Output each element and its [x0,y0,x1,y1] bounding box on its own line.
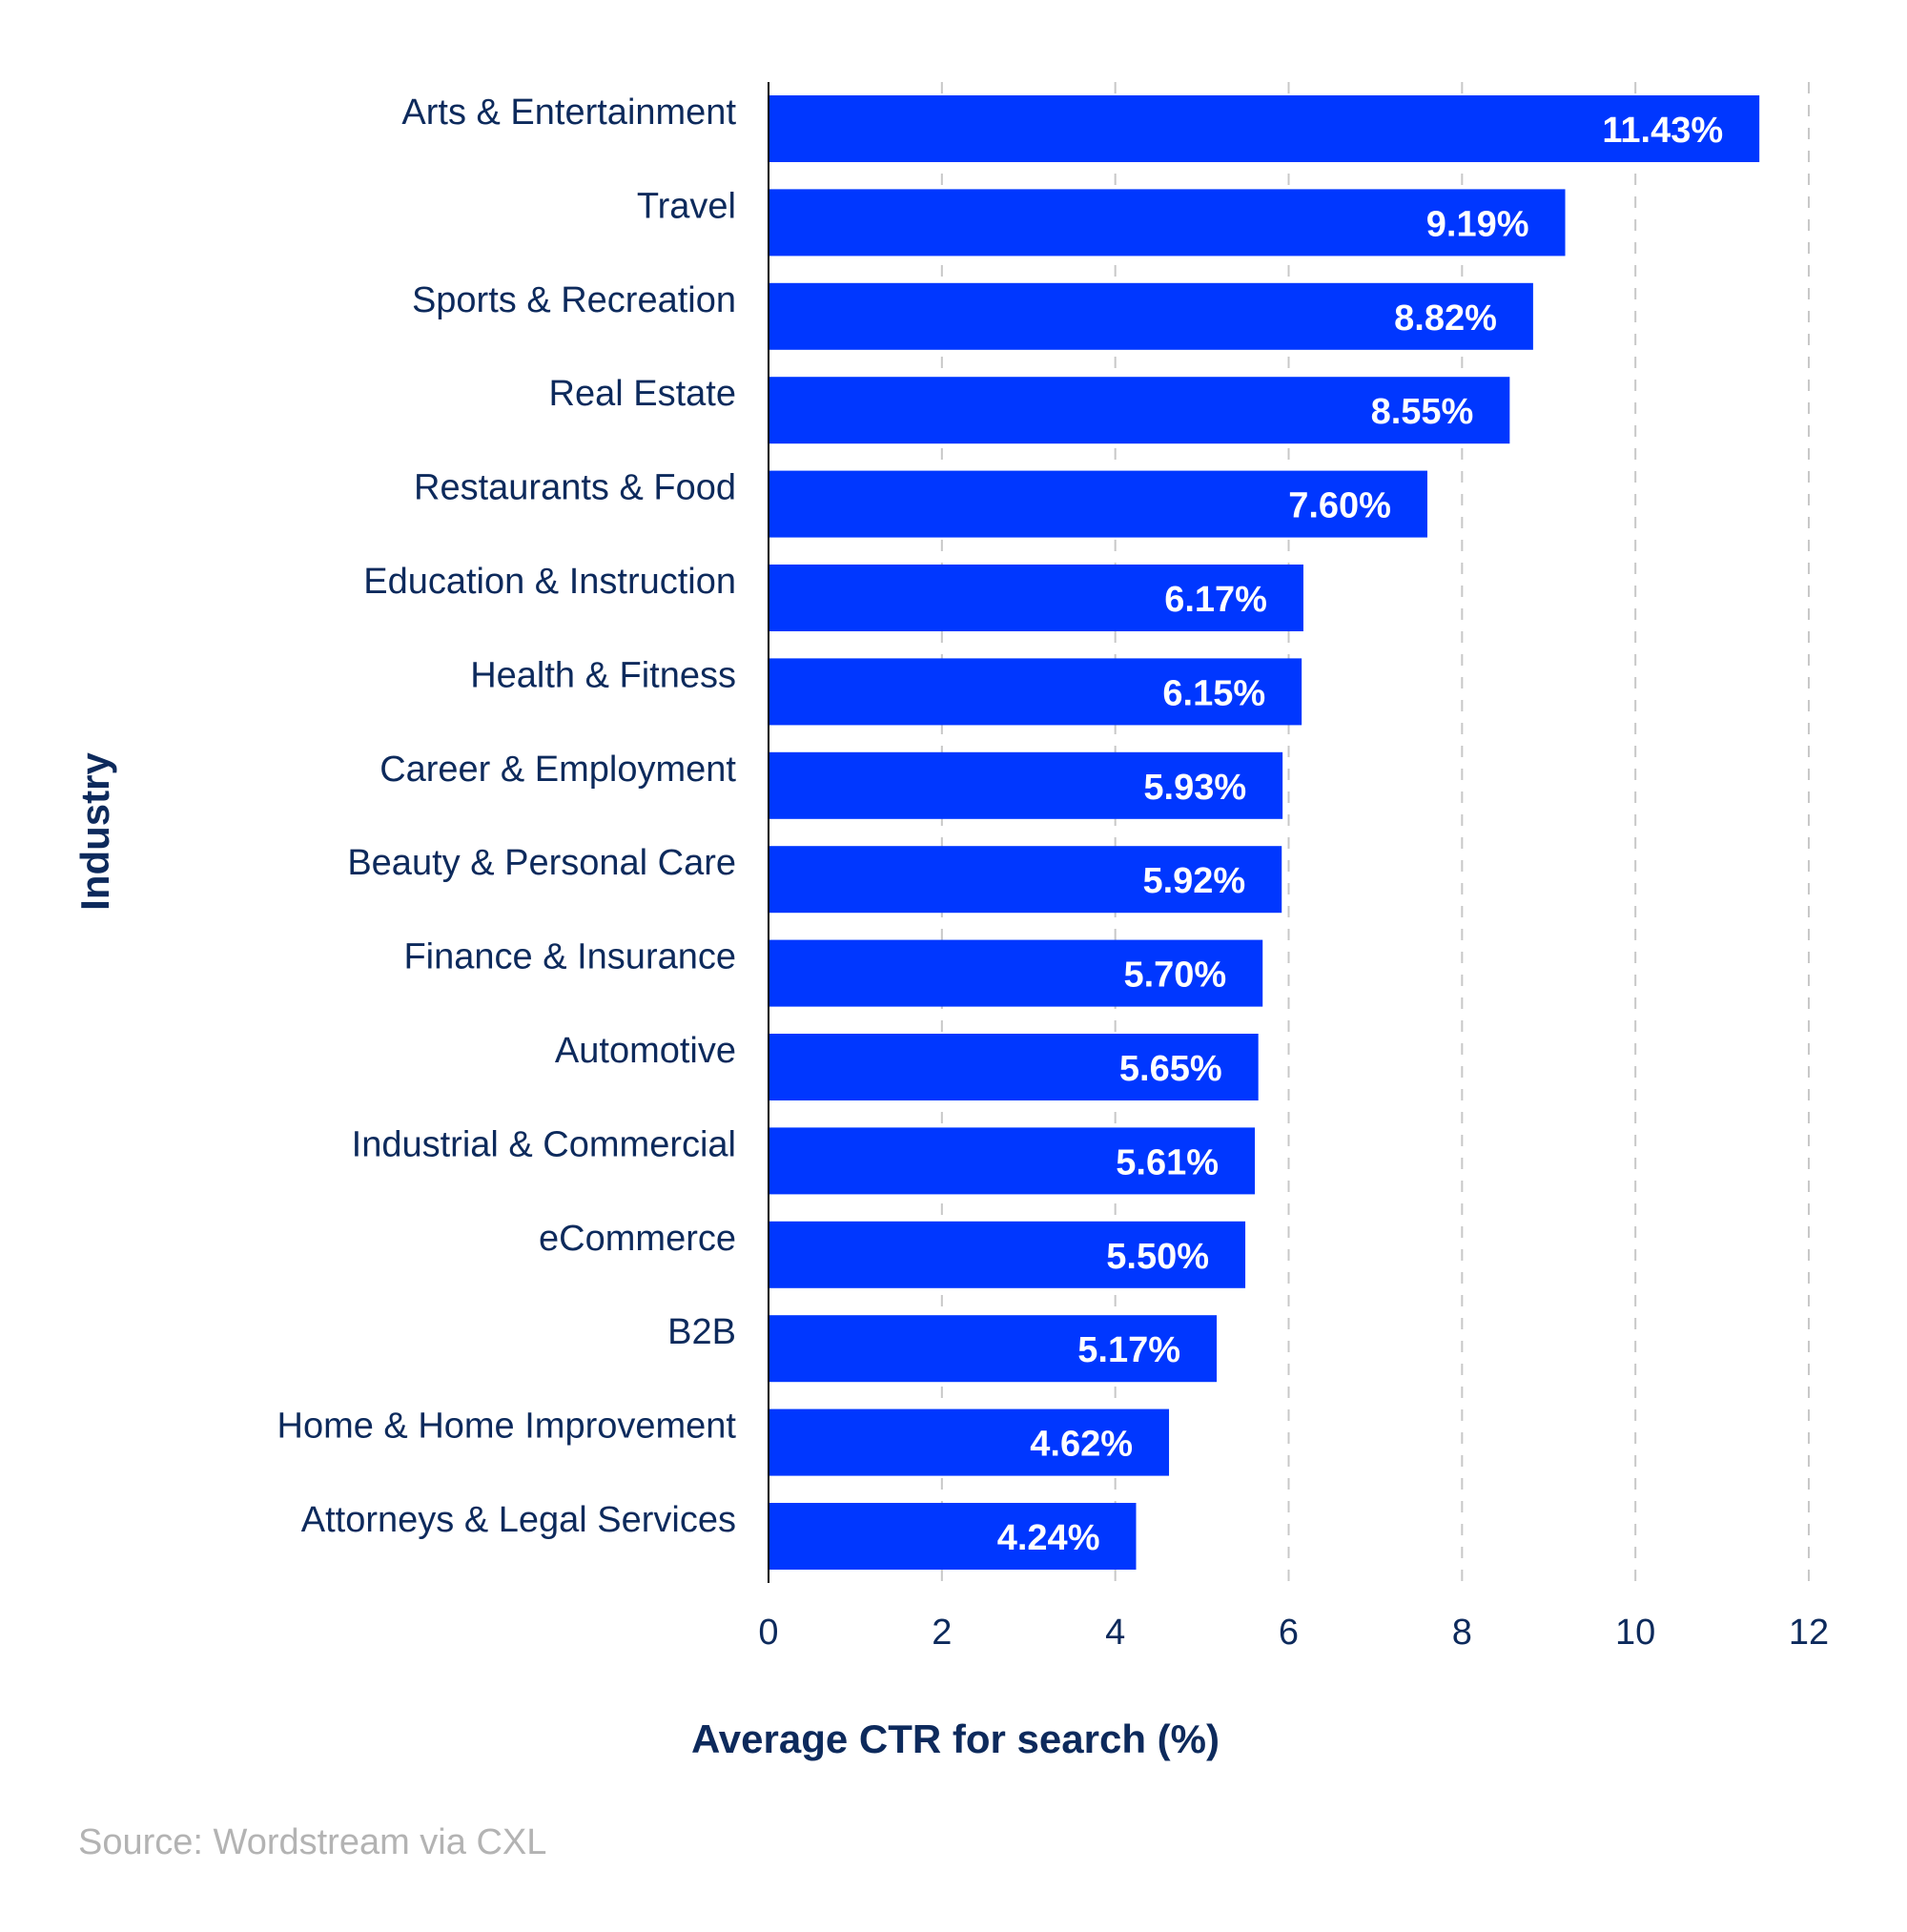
value-label: 5.70% [1123,956,1226,996]
value-label: 5.65% [1119,1049,1222,1089]
bar [769,282,1533,350]
value-label: 4.24% [997,1518,1100,1558]
value-label: 6.15% [1162,673,1265,713]
x-tick-label: 12 [1789,1613,1829,1653]
bar [769,565,1303,631]
bar [769,377,1510,444]
category-label: Industrial & Commercial [352,1124,736,1164]
bar [769,751,1283,819]
bar [769,1503,1137,1570]
category-label: Automotive [555,1031,736,1071]
x-tick-label: 0 [758,1613,778,1653]
bar [769,1221,1246,1288]
value-label: 5.93% [1143,768,1246,808]
value-label: 5.92% [1142,861,1245,901]
bar [769,95,1760,162]
value-label: 6.17% [1164,580,1267,620]
bar [769,1408,1170,1476]
category-label: Health & Fitness [470,655,736,695]
bar [769,189,1566,257]
bar [769,658,1302,726]
bar [769,939,1263,1007]
x-tick-label: 4 [1105,1613,1125,1653]
value-label: 5.17% [1077,1330,1180,1370]
bar [769,1034,1259,1100]
category-labels: Arts & Entertainment Travel Sports & Recre… [277,92,737,1540]
value-label: 11.43% [1602,111,1723,151]
category-label: Sports & Recreation [412,280,736,320]
x-tick-label: 2 [932,1613,952,1653]
category-label: Beauty & Personal Care [347,843,736,883]
value-label: 9.19% [1426,204,1529,244]
value-label: 8.55% [1371,392,1474,432]
x-tick-labels: 0 2 4 6 8 10 12 [758,1613,1829,1653]
category-label: Career & Employment [379,750,736,790]
value-label: 5.61% [1116,1142,1219,1182]
value-label: 4.62% [1030,1425,1133,1465]
value-label: 7.60% [1288,486,1391,526]
category-label: Attorneys & Legal Services [301,1500,736,1540]
category-label: Real Estate [549,374,736,414]
value-label: 8.82% [1394,298,1497,339]
y-axis-title: Industry [72,752,117,911]
x-tick-label: 6 [1279,1613,1299,1653]
bar [769,1315,1218,1383]
category-label: eCommerce [539,1219,736,1259]
category-label: Home & Home Improvement [277,1407,737,1447]
x-tick-label: 8 [1452,1613,1472,1653]
category-label: Education & Instruction [363,562,736,602]
category-label: Finance & Insurance [403,937,736,977]
bar [769,1127,1256,1195]
x-axis-title: Average CTR for search (%) [691,1716,1220,1761]
x-tick-label: 10 [1615,1613,1655,1653]
category-label: Restaurants & Food [414,468,736,508]
source-note: Source: Wordstream via CXL [78,1822,546,1862]
category-label: Arts & Entertainment [401,92,736,133]
category-label: Travel [637,186,736,226]
bar [769,470,1427,538]
bars: 11.43% 9.19% 8.82% 8.55% 7.60% 6.17% 6.15% 5.93… [769,95,1760,1570]
value-label: 5.50% [1106,1237,1209,1277]
category-label: B2B [667,1312,736,1352]
bar [769,846,1282,914]
